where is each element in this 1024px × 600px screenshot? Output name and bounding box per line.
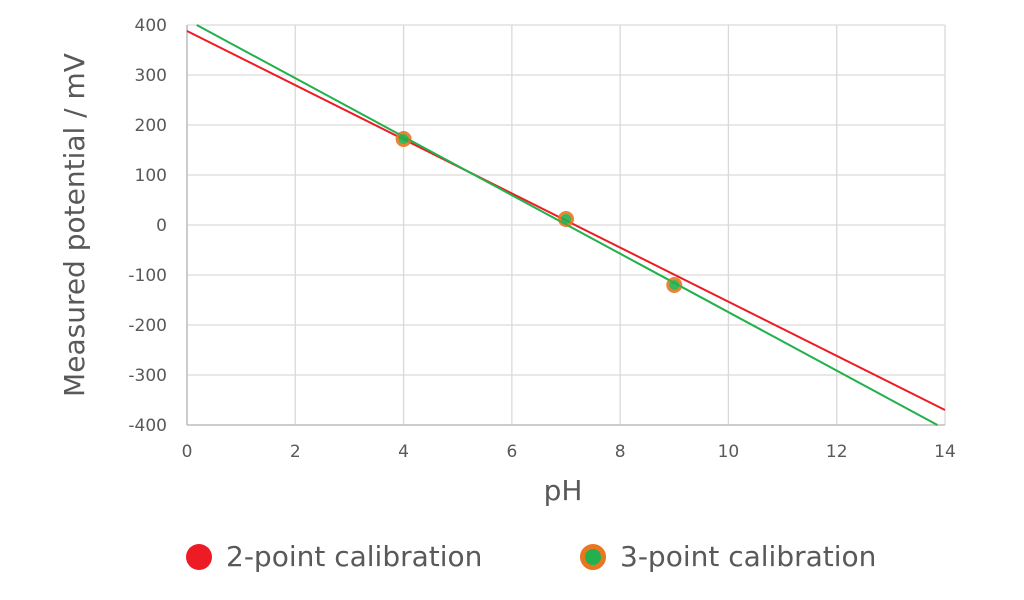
y-tick-label: 400 (135, 16, 167, 36)
x-tick-label: 4 (398, 442, 409, 462)
legend-item-2-point: 2-point calibration (186, 540, 482, 573)
orange-ring-dot-icon (580, 543, 606, 570)
legend: 2-point calibration 3-point calibration (0, 540, 1024, 584)
data-point-marker (558, 211, 574, 227)
x-tick-label: 8 (615, 442, 626, 462)
legend-label: 3-point calibration (620, 540, 877, 573)
x-tick-label: 14 (934, 442, 956, 462)
x-tick-label: 2 (290, 442, 301, 462)
y-tick-label: -200 (128, 316, 167, 336)
y-tick-label: -300 (128, 366, 167, 386)
legend-item-3-point: 3-point calibration (580, 540, 876, 573)
chart-plot: 400 300 200 100 0 -100 -200 -300 -400 0 2 4 6 8 10 12 14… (58, 16, 956, 507)
y-tick-label: 200 (135, 116, 167, 136)
axes (186, 25, 945, 426)
y-tick-label: 100 (135, 166, 167, 186)
data-points (196, 24, 938, 426)
x-tick-label: 12 (826, 442, 848, 462)
x-axis-title: pH (544, 474, 583, 507)
red-dot-icon (186, 543, 212, 570)
x-tick-label: 6 (506, 442, 517, 462)
y-tick-label: 0 (156, 216, 167, 236)
tick-labels: 400 300 200 100 0 -100 -200 -300 -400 0 2 4 6 8 10 12 14 (128, 16, 955, 462)
y-axis-title: Measured potential / mV (58, 53, 91, 397)
x-tick-label: 10 (718, 442, 740, 462)
x-tick-label: 0 (182, 442, 193, 462)
y-tick-label: -400 (128, 416, 167, 436)
y-tick-label: -100 (128, 266, 167, 286)
legend-label: 2-point calibration (226, 540, 483, 573)
y-tick-label: 300 (135, 66, 167, 86)
